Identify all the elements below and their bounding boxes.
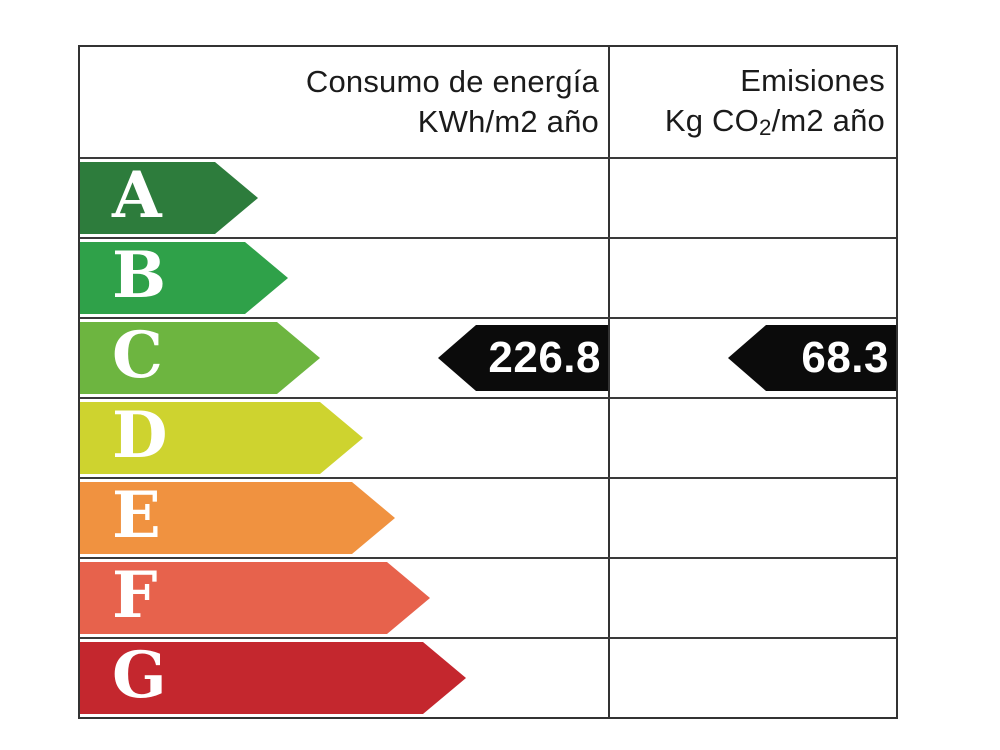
rating-letter: A xyxy=(112,158,162,233)
rating-row: D xyxy=(80,397,896,477)
consumption-unit-part2: año xyxy=(537,104,599,139)
header-row: Consumo de energía KWh/m2 año Emisiones … xyxy=(80,47,896,157)
consumption-unit-part1: KWh/m xyxy=(417,104,521,139)
consumption-value: 226.8 xyxy=(488,333,601,382)
consumption-cell: F xyxy=(80,559,610,637)
rating-row: E xyxy=(80,477,896,557)
rating-row: B xyxy=(80,237,896,317)
consumption-title: Consumo de energía xyxy=(305,64,599,100)
rating-arrow: F xyxy=(80,562,430,634)
emissions-header: Emisiones Kg CO2/m2 año xyxy=(610,47,896,157)
emissions-unit-part2: /m xyxy=(771,103,807,139)
consumption-cell: G xyxy=(80,639,610,717)
emissions-cell xyxy=(610,239,896,317)
consumption-header-line1: Consumo de energía xyxy=(80,62,599,102)
rating-arrow: C xyxy=(80,322,320,394)
emissions-value-arrow: 68.3 xyxy=(728,325,896,391)
energy-label-table: Consumo de energía KWh/m2 año Emisiones … xyxy=(78,45,898,719)
emissions-cell xyxy=(610,479,896,557)
rating-rows: A B C xyxy=(80,157,896,717)
rating-arrow: G xyxy=(80,642,466,714)
consumption-cell: D xyxy=(80,399,610,477)
rating-letter: C xyxy=(112,318,163,393)
rating-letter: E xyxy=(112,478,161,553)
rating-letter: B xyxy=(112,238,167,313)
rating-letter: F xyxy=(112,558,158,633)
emissions-unit-part1: Kg CO xyxy=(664,103,759,139)
rating-row: G xyxy=(80,637,896,717)
rating-letter: D xyxy=(112,398,168,473)
consumption-cell: C 226.8 xyxy=(80,319,610,397)
emissions-cell xyxy=(610,639,896,717)
emissions-unit-digit: 2 xyxy=(806,103,824,139)
rating-row: C 226.8 68.3 xyxy=(80,317,896,397)
emissions-title: Emisiones xyxy=(740,63,885,99)
rating-arrow: B xyxy=(80,242,288,314)
rating-letter: G xyxy=(112,638,167,713)
emissions-co2-subscript: 2 xyxy=(758,115,772,141)
rating-arrow: E xyxy=(80,482,395,554)
consumption-unit-digit: 2 xyxy=(520,104,538,139)
rating-row: F xyxy=(80,557,896,637)
emissions-header-line2: Kg CO2/m2 año xyxy=(610,101,885,143)
rating-row: A xyxy=(80,157,896,237)
emissions-value: 68.3 xyxy=(801,333,889,382)
rating-arrow: A xyxy=(80,162,258,234)
emissions-cell: 68.3 xyxy=(610,319,896,397)
consumption-value-arrow: 226.8 xyxy=(438,325,608,391)
emissions-cell xyxy=(610,559,896,637)
emissions-header-line1: Emisiones xyxy=(610,61,885,101)
emissions-cell xyxy=(610,159,896,237)
consumption-cell: A xyxy=(80,159,610,237)
consumption-cell: E xyxy=(80,479,610,557)
consumption-cell: B xyxy=(80,239,610,317)
emissions-unit-part3: año xyxy=(823,103,885,139)
consumption-header: Consumo de energía KWh/m2 año xyxy=(80,47,610,157)
emissions-cell xyxy=(610,399,896,477)
rating-arrow: D xyxy=(80,402,363,474)
consumption-header-line2: KWh/m2 año xyxy=(80,102,599,142)
